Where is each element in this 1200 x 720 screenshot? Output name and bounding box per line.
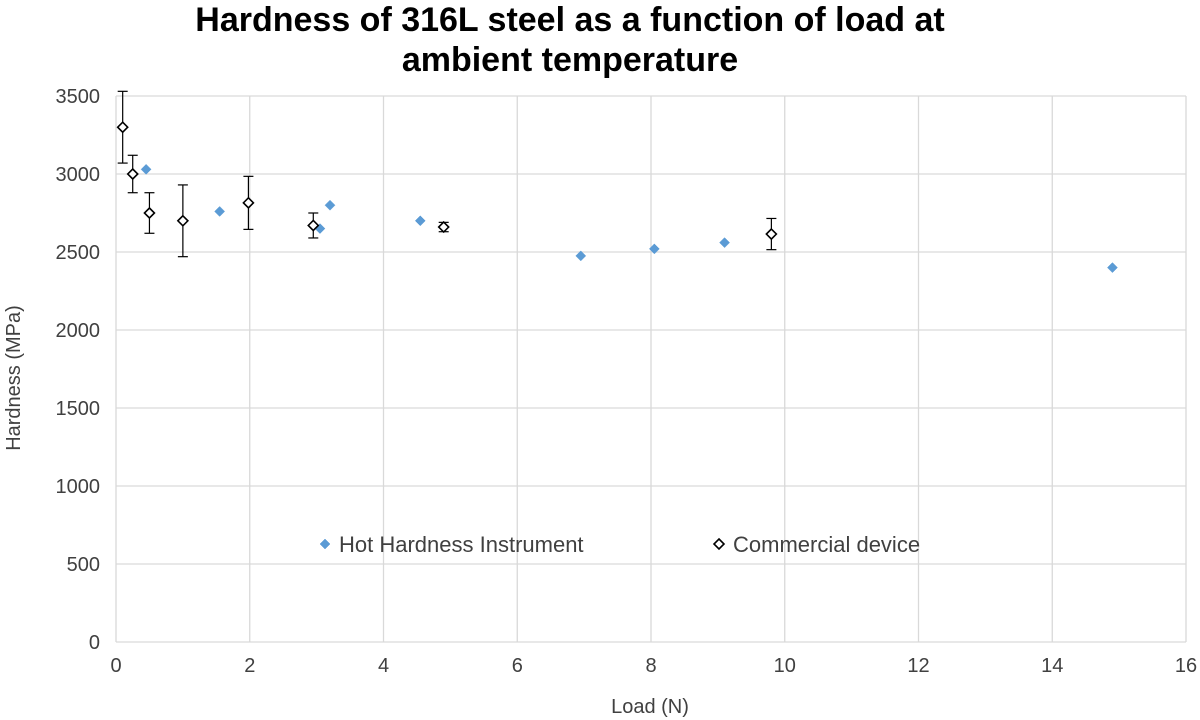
y-axis-title: Hardness (MPa) — [3, 305, 25, 451]
y-tick-label: 3000 — [56, 164, 101, 186]
x-tick-label: 8 — [645, 655, 656, 677]
hot-hardness-point — [324, 199, 336, 211]
axes: 0 500 1000 1500 2000 2500 3000 3500 0 2 4 6 8 10 12 14 1… — [56, 86, 1198, 677]
x-tick-label: 6 — [512, 655, 523, 677]
x-tick-label: 16 — [1175, 655, 1197, 677]
y-tick-label: 0 — [89, 632, 100, 654]
legend-marker-commercial-device — [712, 537, 726, 551]
hot-hardness-point — [575, 250, 587, 262]
y-tick-label: 2500 — [56, 242, 101, 264]
commercial-device-point — [126, 167, 139, 181]
x-tick-label: 14 — [1041, 655, 1063, 677]
x-tick-label: 12 — [907, 655, 929, 677]
legend-label: Hot Hardness Instrument — [339, 532, 584, 557]
y-tick-label: 1500 — [56, 398, 101, 420]
y-tick-label: 3500 — [56, 86, 101, 108]
chart-title-line-2: ambient temperature — [401, 41, 739, 79]
commercial-device-point — [143, 206, 156, 220]
hot-hardness-point — [214, 206, 226, 217]
x-tick-label: 0 — [110, 655, 121, 677]
chart-title-line-1: Hardness of 316L steel as a function of … — [195, 1, 945, 39]
hot-hardness-point — [719, 237, 730, 248]
x-tick-label: 10 — [774, 655, 796, 677]
hot-hardness-point — [1107, 262, 1118, 273]
chart-title: Hardness of 316L steel as a function of … — [0, 0, 1140, 80]
commercial-device-point — [307, 219, 320, 232]
hot-hardness-point — [648, 243, 660, 255]
legend-label: Commercial device — [733, 532, 920, 557]
x-axis-title: Load (N) — [611, 696, 689, 718]
legend: Hot Hardness Instrument Commercial device — [319, 532, 920, 557]
commercial-device-point — [176, 214, 190, 227]
y-tick-label: 2000 — [56, 320, 101, 342]
commercial-device-point — [765, 227, 778, 241]
data-markers — [116, 121, 1118, 273]
hot-hardness-point — [414, 215, 426, 227]
commercial-device-point — [242, 196, 255, 209]
y-tick-label: 1000 — [56, 476, 101, 498]
x-tick-label: 2 — [244, 655, 255, 677]
commercial-device-point — [437, 220, 450, 234]
legend-marker-hot-hardness — [319, 538, 331, 550]
x-tick-label: 4 — [378, 655, 389, 677]
hot-hardness-point — [140, 163, 152, 175]
y-tick-label: 500 — [67, 554, 100, 576]
commercial-device-point — [116, 121, 129, 134]
grid — [115, 95, 1187, 643]
